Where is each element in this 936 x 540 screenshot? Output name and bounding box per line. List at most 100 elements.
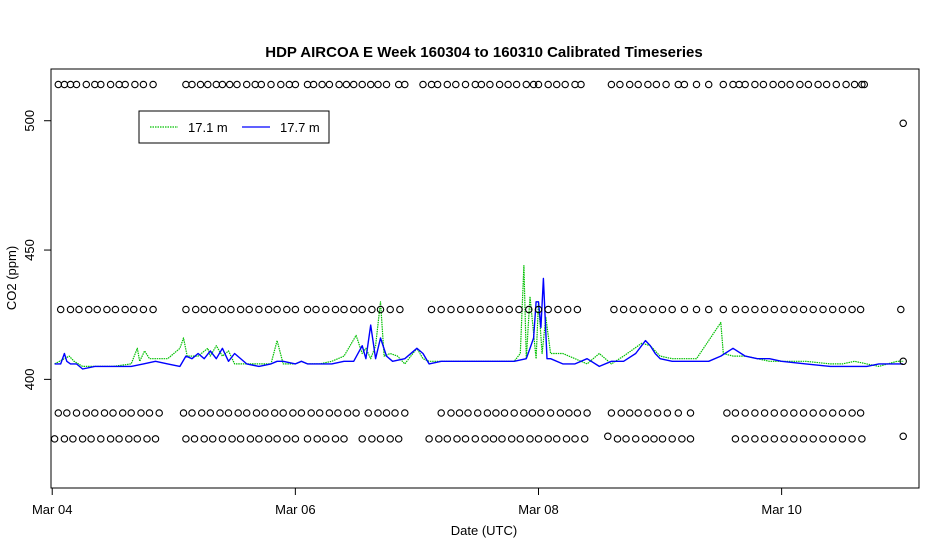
scatter-point [850,80,859,89]
legend: 17.1 m 17.7 m [138,110,330,144]
scatter-point [267,80,275,89]
scatter-point [799,409,808,417]
scatter-point [401,409,409,417]
scatter-point [291,305,300,314]
scatter-point [257,80,266,89]
scatter-point [461,435,470,443]
scatter-point [799,305,808,314]
scatter-point [692,80,701,89]
scatter-point [790,435,798,443]
scatter-point [401,80,409,89]
scatter-point [386,305,394,314]
scatter-point [838,435,847,443]
scatter-point [780,305,788,314]
y-tick-label: 450 [22,239,37,261]
scatter-point [554,305,562,314]
scatter-point [515,305,523,314]
scatter-point [236,305,245,314]
scatter-point [622,435,630,443]
scatter-point [255,435,263,443]
y-tick-label: 400 [22,369,37,391]
scatter-point [856,409,865,417]
scatter-point [838,305,847,314]
scatter-point [374,409,382,417]
scatter-point [264,435,273,443]
scatter-point [234,409,242,417]
scatter-point [443,435,452,443]
scatter-point [759,80,768,89]
scatter-point [466,305,475,314]
scatter-point [528,409,537,417]
scatter-point [349,80,358,89]
scatter-point [352,409,360,417]
scatter-point [435,435,443,443]
scatter-point [100,409,109,417]
scatter-point [447,305,455,314]
scatter-point [212,80,221,89]
scatter-point [56,305,65,314]
y-axis: 400 450 500 [22,110,51,390]
scatter-point [604,432,612,441]
scatter-point [456,305,465,314]
scatter-point [649,305,657,314]
scatter-point [437,305,445,314]
scatter-point [437,409,445,417]
scatter-point [819,305,827,314]
scatter-point [358,80,366,89]
plot-area [50,80,907,443]
scatter-point [848,409,856,417]
scatter-point [658,435,667,443]
scatter-point [790,409,798,417]
scatter-point [251,80,259,89]
scatter-point [828,435,837,443]
scatter-point [307,409,315,417]
scatter-point [66,305,75,314]
scatter-point [534,80,543,89]
scatter-point [208,435,217,443]
scatter-point [486,305,494,314]
scatter-point [573,409,582,417]
scatter-point [804,80,813,89]
scatter-point [340,435,348,443]
scatter-point [552,80,561,89]
scatter-point [498,435,506,443]
scatter-point [464,409,472,417]
scatter-point [525,305,533,314]
scatter-point [283,435,291,443]
scatter-point [374,80,382,89]
legend-label-17-7m: 17.7 m [280,120,320,135]
scatter-point [644,409,652,417]
legend-label-17-1m: 17.1 m [188,120,228,135]
scatter-point [91,80,99,89]
scatter-point [106,435,115,443]
scatter-point [131,80,139,89]
scatter-point [610,305,618,314]
scatter-point [814,80,822,89]
scatter-point [368,435,376,443]
scatter-point [819,435,827,443]
chart-title: HDP AIRCOA E Week 160304 to 160310 Calib… [265,44,702,61]
scatter-point [544,305,552,314]
scatter-point [433,80,442,89]
scatter-point [663,409,672,417]
scatter-point [97,435,105,443]
scatter-point [331,435,340,443]
scatter-point [111,305,120,314]
scatter-point [224,409,233,417]
scatter-point [828,409,837,417]
scatter-point [349,305,358,314]
scatter-point [200,435,208,443]
scatter-point [427,80,436,89]
scatter-point [127,409,135,417]
scatter-point [653,409,662,417]
scatter-point [723,409,731,417]
scatter-point [617,409,625,417]
scatter-point [522,80,531,89]
scatter-point [631,435,640,443]
scatter-point [668,305,676,314]
scatter-point [686,409,695,417]
scatter-point [751,80,759,89]
scatter-point [552,435,561,443]
scatter-point [60,80,69,89]
scatter-point [394,80,403,89]
